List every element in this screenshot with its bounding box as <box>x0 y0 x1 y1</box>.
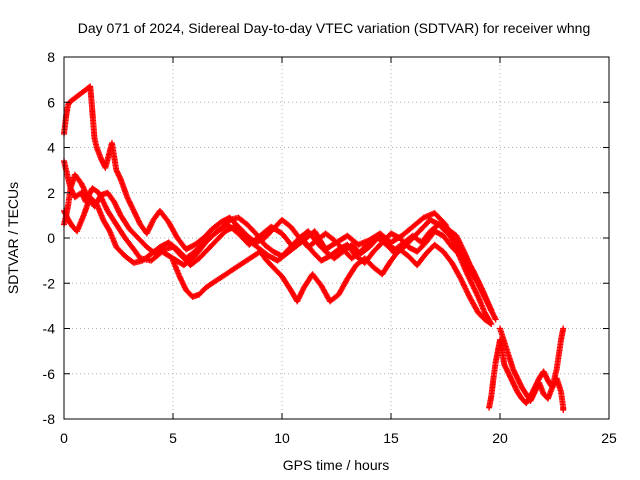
y-tick-label: 0 <box>47 230 55 246</box>
x-axis-label: GPS time / hours <box>283 457 390 473</box>
y-tick-label: -2 <box>43 275 56 291</box>
y-axis: -8 -6 -4 -2 0 2 4 6 8 <box>43 49 609 427</box>
y-tick-label: -6 <box>43 366 56 382</box>
x-tick-label: 15 <box>383 430 399 446</box>
data-points <box>61 83 567 413</box>
data-point <box>488 320 495 327</box>
series-track-e <box>170 241 495 327</box>
data-point <box>106 226 113 233</box>
series-track-d <box>61 83 495 314</box>
y-tick-label: -4 <box>43 321 56 337</box>
x-tick-label: 20 <box>492 430 508 446</box>
data-point <box>488 307 495 314</box>
data-point <box>486 320 493 327</box>
y-tick-label: -8 <box>43 411 56 427</box>
data-point <box>560 406 567 413</box>
y-tick-label: 4 <box>47 140 55 156</box>
y-axis-label: SDTVAR / TECUs <box>5 182 21 294</box>
x-axis: 0 5 10 15 20 25 <box>60 57 617 446</box>
data-point <box>492 316 499 323</box>
y-tick-label: 8 <box>47 49 55 65</box>
grid <box>64 57 609 419</box>
series-track-b <box>61 194 495 314</box>
x-tick-label: 25 <box>601 430 617 446</box>
series-track-g <box>497 325 567 413</box>
x-tick-label: 5 <box>169 430 177 446</box>
chart-title: Day 071 of 2024, Sidereal Day-to-day VTE… <box>78 20 591 36</box>
data-point <box>560 325 567 332</box>
x-tick-label: 0 <box>60 430 68 446</box>
y-tick-label: 2 <box>47 185 55 201</box>
y-tick-label: 6 <box>47 94 55 110</box>
x-tick-label: 10 <box>274 430 290 446</box>
